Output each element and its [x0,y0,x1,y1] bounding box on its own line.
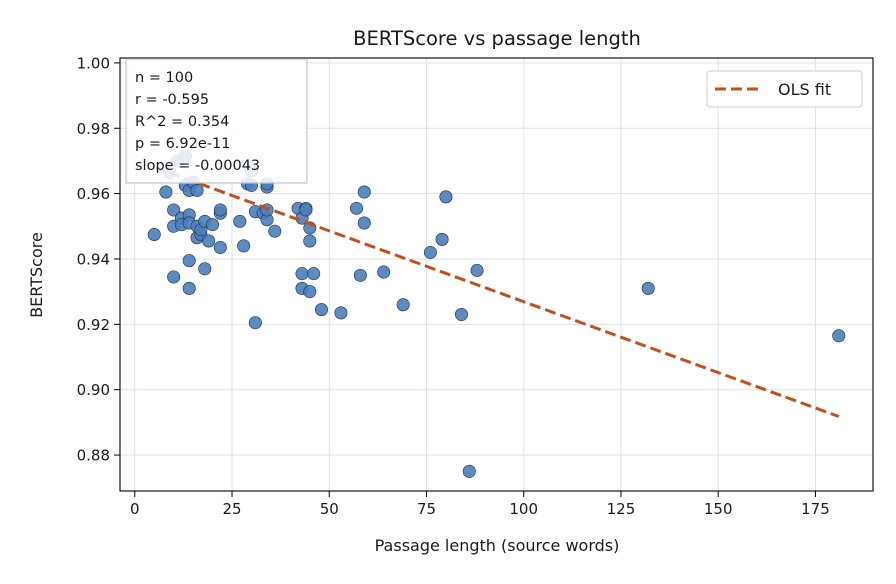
data-point [190,183,204,197]
stats-r: r = -0.595 [135,92,209,108]
data-point [182,254,196,268]
y-tick-label: 0.96 [77,185,110,203]
stats-box: n = 100 r = -0.595 R^2 = 0.354 p = 6.92e… [125,58,308,184]
x-tick-label: 100 [509,500,538,518]
data-point [159,185,173,199]
data-point [334,306,348,320]
x-tick-label: 125 [607,500,636,518]
y-tick-label: 0.92 [77,316,110,334]
data-point [303,234,317,248]
data-point [206,218,220,232]
data-point [167,203,181,217]
data-point [147,227,161,241]
y-tick-label: 1.00 [77,54,110,72]
data-point [202,234,216,248]
data-point [454,308,468,322]
x-tick-label: 75 [417,500,436,518]
data-point [307,267,321,281]
data-point [268,224,282,238]
y-tick-label: 0.98 [77,120,110,138]
x-tick-label: 50 [320,500,339,518]
plot-frame [119,57,874,492]
data-point [423,245,437,259]
stats-slope: slope = -0.00043 [135,158,260,174]
data-point [353,268,367,282]
y-axis-ticks: 0.88 0.90 0.92 0.94 0.96 0.98 1.00 [77,54,120,465]
stats-r2: R^2 = 0.354 [135,114,229,130]
data-point [198,262,212,276]
x-tick-label: 150 [704,500,733,518]
x-tick-label: 175 [801,500,830,518]
stats-box-frame [125,58,308,184]
x-axis-ticks: 0 25 50 75 100 125 150 175 [130,491,830,518]
legend-fit-label: OLS fit [778,80,831,99]
data-point [182,281,196,295]
data-point [435,232,449,246]
grid-lines [120,58,873,491]
data-point [641,281,655,295]
data-point [167,270,181,284]
data-point [314,303,328,317]
data-point [213,241,227,255]
data-point [357,185,371,199]
data-point [349,201,363,215]
data-point [832,329,846,343]
x-tick-label: 25 [222,500,241,518]
data-point [462,464,476,478]
y-tick-label: 0.94 [77,250,110,268]
chart-title: BERTScore vs passage length [353,27,641,50]
x-axis-label: Passage length (source words) [375,536,620,555]
y-tick-label: 0.90 [77,381,110,399]
stats-n: n = 100 [135,70,193,86]
legend-frame [706,70,863,108]
data-point [357,216,371,230]
data-point [439,190,453,204]
ols-fit-segment [153,165,840,418]
data-point [237,239,251,253]
legend: OLS fit [706,70,863,108]
data-point [299,203,313,217]
data-point [213,203,227,217]
data-point [377,265,391,279]
y-tick-label: 0.88 [77,447,110,465]
data-point [295,267,309,281]
ols-fit-line [153,165,840,418]
data-point [303,285,317,299]
data-point [248,316,262,330]
stats-p: p = 6.92e-11 [135,136,230,152]
data-point [233,214,247,228]
data-point [470,263,484,277]
x-tick-label: 0 [130,500,140,518]
data-points [147,149,846,478]
y-axis-label: BERTScore [27,232,46,318]
data-point [396,298,410,312]
